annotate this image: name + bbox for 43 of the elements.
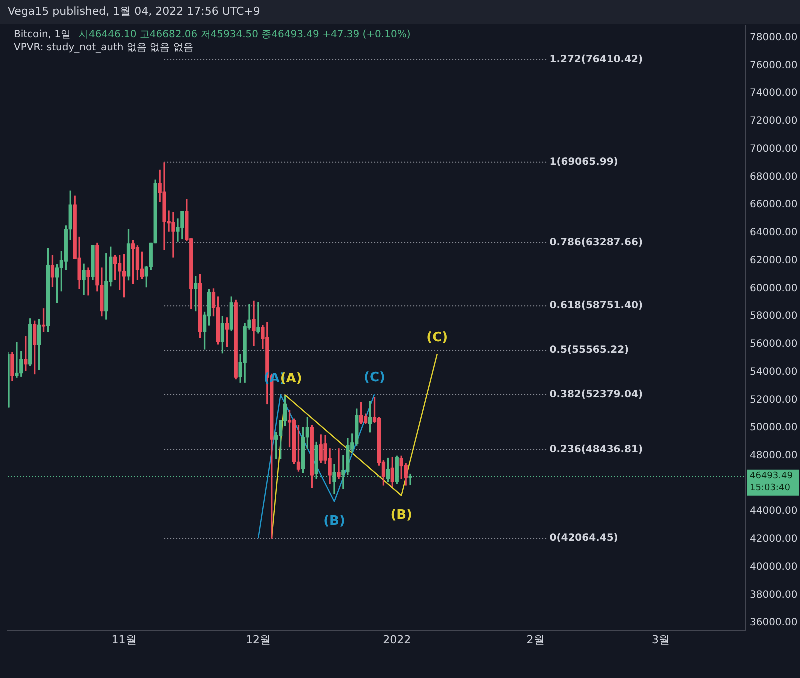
ref-line-label: 0.618(58751.40) (550, 300, 644, 312)
y-tick-label: 42000.00 (750, 534, 798, 546)
ref-line-label: 0.5(55565.22) (550, 345, 630, 356)
ref-line-label: 1(69065.99) (550, 156, 618, 168)
ref-line-label: 0(42064.45) (550, 533, 618, 544)
y-tick-label: 54000.00 (750, 366, 798, 378)
y-tick-label: 44000.00 (750, 506, 798, 518)
y-tick-label: 36000.00 (750, 618, 798, 629)
y-tick-label: 70000.00 (750, 144, 798, 155)
y-tick-label: 78000.00 (750, 32, 798, 44)
ref-line-label: 46493.49 15:03:40 (750, 472, 794, 494)
annotation: 시46446.10 고46682.06 저45934.50 종46493.49 +47.39 (+0.10%) (79, 30, 411, 41)
x-tick-label: 2022 (383, 633, 412, 646)
text: Vega15 published, 1월 04, 2022 17:56 UTC+9 (8, 4, 260, 18)
ref-line-label: 0.236(48436.81) (550, 444, 644, 456)
x-tick-label: 11월 (112, 633, 137, 646)
y-tick-label: 60000.00 (750, 283, 798, 294)
annotation: (B) (390, 508, 412, 524)
y-tick-label: 68000.00 (750, 172, 798, 183)
y-tick-label: 64000.00 (750, 228, 798, 239)
y-tick-label: 58000.00 (750, 311, 798, 322)
chart-title: Bitcoin, 1일 (14, 30, 72, 41)
x-tick-label: 3월 (652, 633, 670, 646)
ref-line-label: 0.786(63287.66) (550, 237, 644, 248)
y-tick-label: 76000.00 (750, 60, 798, 72)
y-tick-label: 74000.00 (750, 88, 798, 100)
y-tick-label: 62000.00 (750, 255, 798, 266)
y-tick-label: 72000.00 (750, 116, 798, 128)
y-tick-label: 40000.00 (750, 562, 798, 573)
y-tick-label: 38000.00 (750, 590, 798, 601)
y-tick-label: 48000.00 (750, 450, 798, 462)
annotation: (B) (324, 514, 346, 530)
annotation: (C) (364, 370, 386, 386)
x-tick-label: 2월 (526, 633, 545, 646)
annotation: (C) (426, 330, 448, 346)
y-tick-label: 50000.00 (750, 422, 798, 434)
x-tick-label: 12월 (246, 633, 271, 646)
ref-line-label: 1.272(76410.42) (550, 54, 644, 66)
text: VPVR: study_not_auth 없음 없음 없음 (14, 42, 194, 54)
y-tick-label: 52000.00 (750, 394, 798, 406)
y-tick-label: 56000.00 (750, 339, 798, 350)
ref-line-label: 0.382(52379.04) (550, 389, 644, 400)
y-tick-label: 66000.00 (750, 200, 798, 211)
